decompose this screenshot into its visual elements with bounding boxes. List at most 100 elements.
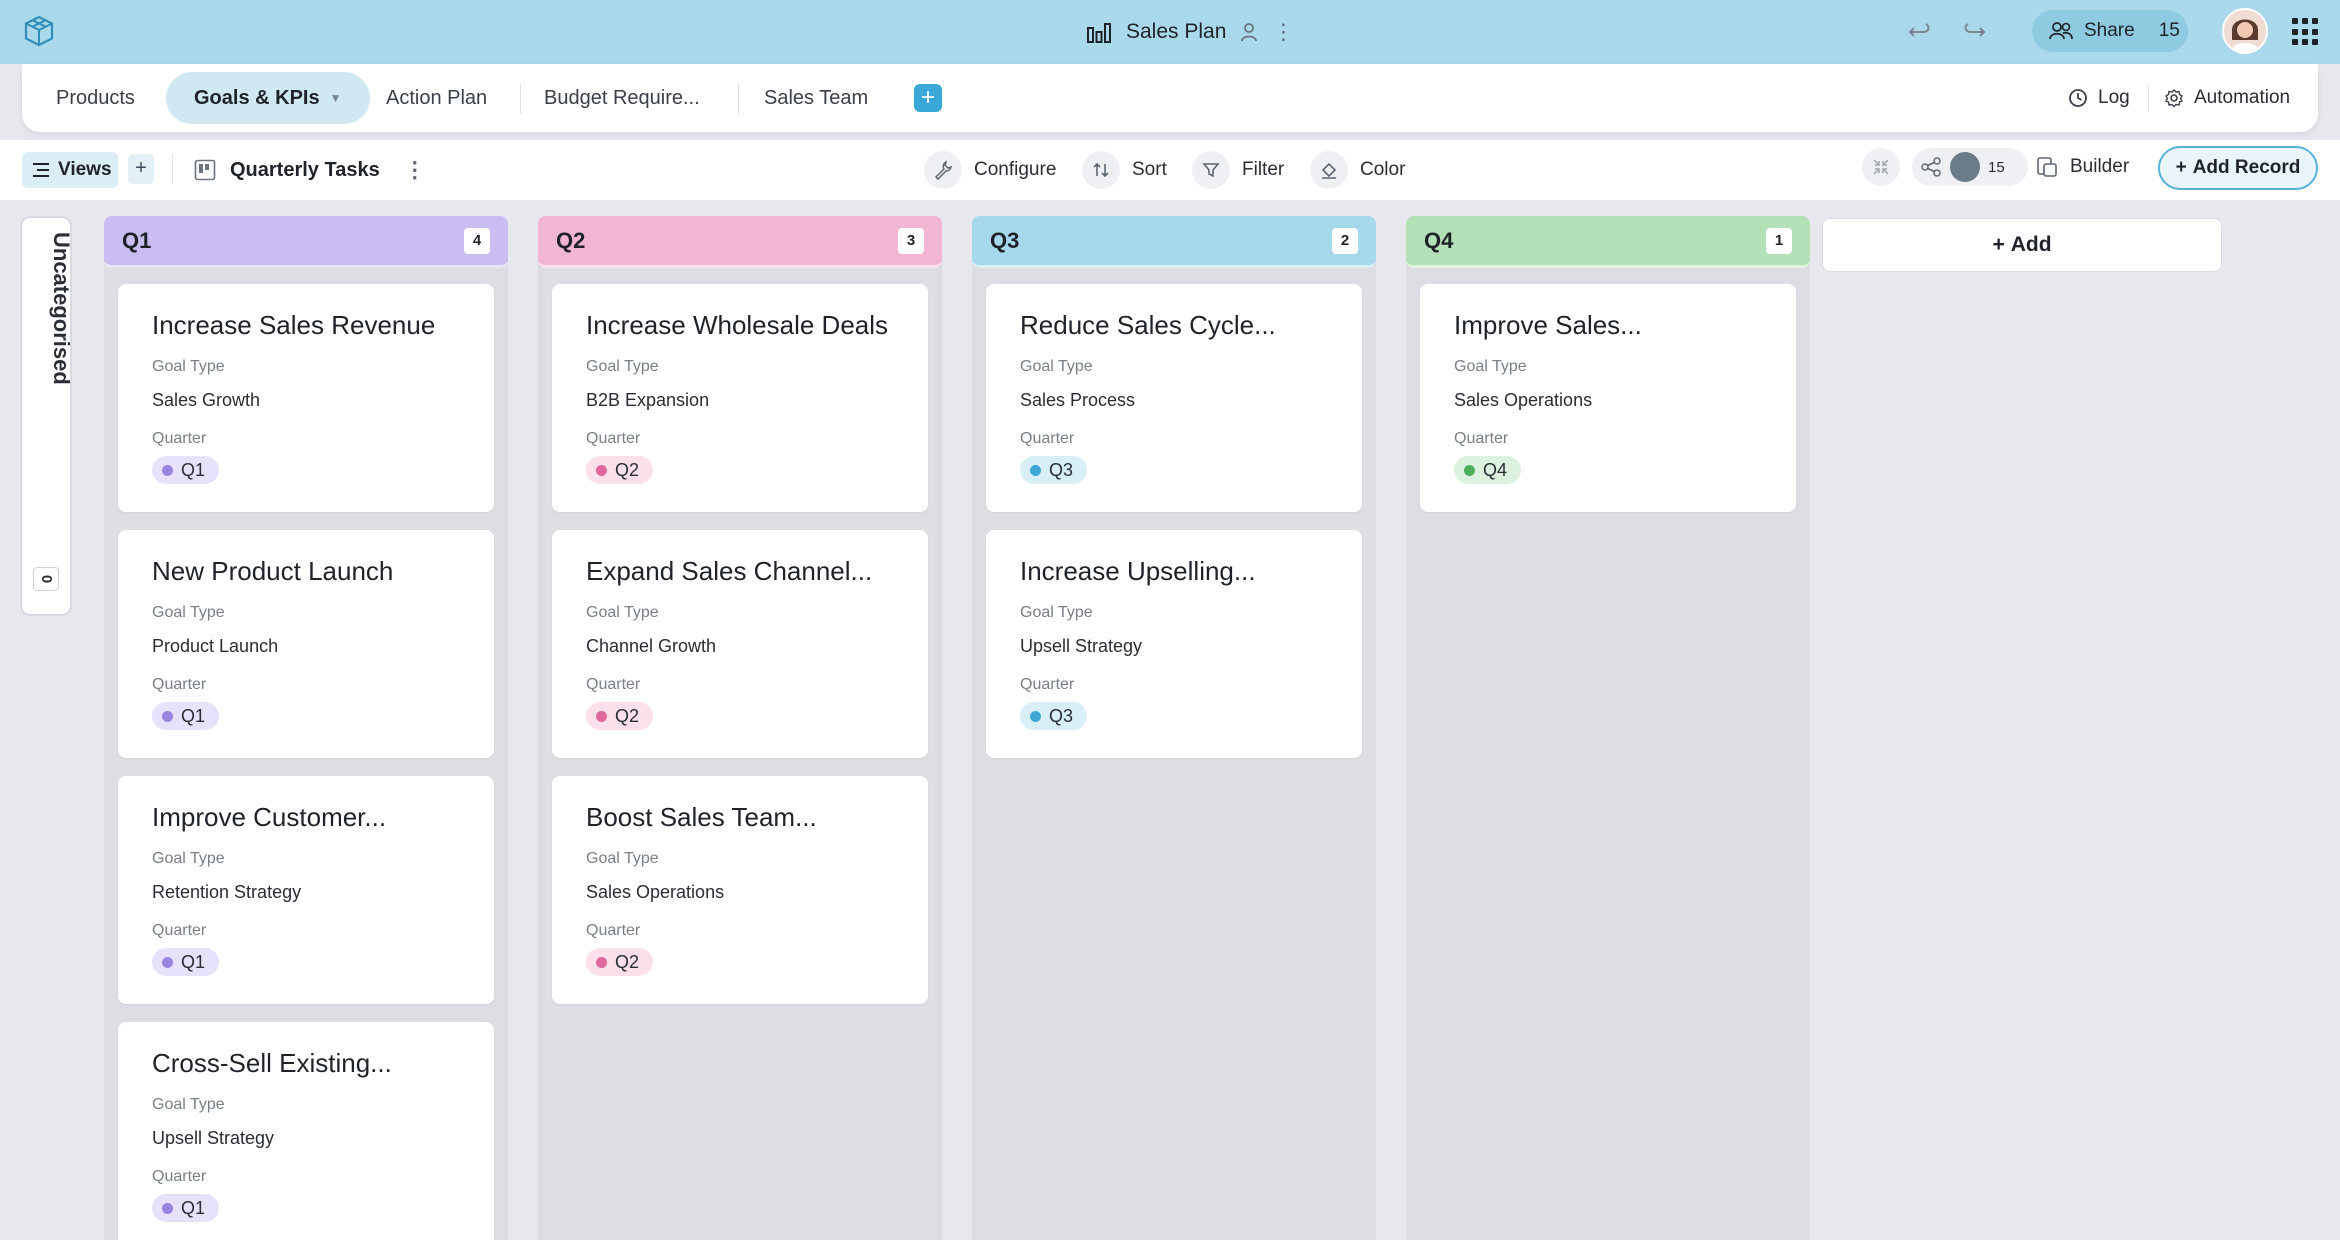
record-card[interactable]: Boost Sales Team... Goal Type Sales Operat…: [552, 776, 928, 1004]
collaborators-button[interactable]: 15: [1912, 148, 2028, 186]
uncategorised-label: Uncategorised: [49, 232, 74, 385]
column-header[interactable]: Q4 1: [1406, 216, 1810, 268]
add-record-label: Add Record: [2192, 157, 2301, 178]
field-label-goal-type: Goal Type: [1020, 358, 1093, 375]
quarter-tag-label: Q1: [181, 459, 206, 480]
record-card[interactable]: Increase Upselling... Goal Type Upsell Str…: [986, 530, 1362, 758]
quarter-tag-label: Q1: [181, 951, 206, 972]
quarter-tag: Q2: [586, 948, 654, 976]
field-label-quarter: Quarter: [1020, 430, 1075, 447]
quarter-tag: Q4: [1454, 456, 1522, 484]
more-vertical-icon[interactable]: ⋮: [403, 157, 426, 182]
record-card[interactable]: New Product Launch Goal Type Product Launc…: [118, 530, 494, 758]
views-button[interactable]: Views: [22, 152, 118, 188]
card-title: New Product Launch: [152, 556, 394, 586]
field-label-quarter: Quarter: [152, 1168, 207, 1185]
quarter-tag-label: Q2: [615, 459, 640, 480]
filter-button[interactable]: Filter: [1192, 150, 1284, 190]
column-q4: Q4 1 Improve Sales... Goal Type Sales Operat…: [1406, 216, 1810, 1240]
record-card[interactable]: Expand Sales Channel... Goal Type Channel …: [552, 530, 928, 758]
filter-icon: [1192, 151, 1230, 189]
clock-icon: [2069, 89, 2087, 107]
tag-dot-icon: [1464, 464, 1475, 476]
column-header[interactable]: Q3 2: [972, 216, 1376, 268]
color-button[interactable]: Color: [1310, 150, 1405, 190]
field-label-goal-type: Goal Type: [586, 358, 659, 375]
app-logo-icon[interactable]: [22, 14, 56, 48]
sort-button[interactable]: Sort: [1082, 150, 1167, 190]
log-button[interactable]: Log: [2068, 72, 2130, 124]
menu-lines-icon: [33, 163, 49, 177]
record-card[interactable]: Increase Sales Revenue Goal Type Sales Gro…: [118, 284, 494, 512]
tab-action-plan[interactable]: Action Plan: [386, 72, 487, 124]
tab-products[interactable]: Products: [56, 72, 135, 124]
document-title[interactable]: Sales Plan: [1126, 20, 1227, 43]
tab-sales-team[interactable]: Sales Team: [764, 72, 868, 124]
automation-button[interactable]: Automation: [2164, 72, 2290, 124]
field-value-goal-type: Upsell Strategy: [1020, 636, 1143, 656]
uncategorised-column[interactable]: Uncategorised: [20, 216, 74, 616]
sort-arrows-icon: [1082, 151, 1120, 189]
column-q2: Q2 3 Increase Wholesale Deals Goal Type B2B …: [538, 216, 942, 1240]
field-label-goal-type: Goal Type: [152, 604, 225, 621]
add-column-button[interactable]: + Add: [1822, 218, 2222, 272]
configure-label: Configure: [974, 159, 1057, 180]
current-view[interactable]: Quarterly Tasks ⋮: [194, 152, 426, 188]
field-label-quarter: Quarter: [152, 922, 207, 939]
chevron-down-icon[interactable]: ▼: [329, 91, 342, 105]
field-label-goal-type: Goal Type: [1020, 604, 1093, 621]
column-header[interactable]: Q1 4: [104, 216, 508, 268]
field-label-goal-type: Goal Type: [152, 850, 225, 867]
add-record-button[interactable]: + Add Record: [2158, 146, 2318, 190]
avatar-portrait-icon: [2224, 10, 2266, 52]
column-name: Q2: [556, 227, 586, 253]
share-button[interactable]: Share 15: [2032, 10, 2188, 52]
card-title: Increase Upselling...: [1020, 556, 1256, 586]
builder-button[interactable]: Builder: [2036, 148, 2129, 186]
user-avatar[interactable]: [2222, 8, 2268, 54]
quarter-tag-label: Q1: [181, 1197, 206, 1218]
add-view-button[interactable]: +: [128, 154, 154, 184]
quarter-tag: Q1: [152, 456, 220, 484]
tab-divider: [520, 84, 521, 114]
card-title: Improve Customer...: [152, 802, 387, 832]
collapse-icon[interactable]: [1862, 148, 1900, 186]
sort-label: Sort: [1132, 159, 1167, 180]
column-count-badge: 2: [1332, 227, 1358, 254]
quarter-tag: Q2: [586, 456, 654, 484]
table-tab-bar: Products Goals & KPIs ▼ Action Plan Budg…: [22, 64, 2318, 132]
wrench-icon: [924, 151, 962, 189]
quarter-tag: Q1: [152, 948, 220, 976]
more-vertical-icon[interactable]: ⋮: [1272, 19, 1295, 44]
field-label-quarter: Quarter: [1454, 430, 1509, 447]
top-bar: Sales Plan ⋮ Share 15: [0, 0, 2340, 64]
record-card[interactable]: Improve Customer... Goal Type Retention St…: [118, 776, 494, 1004]
redo-icon[interactable]: [1958, 16, 1990, 48]
user-permission-icon[interactable]: [1240, 22, 1258, 42]
tab-goals-kpis[interactable]: Goals & KPIs ▼: [166, 72, 370, 124]
record-card[interactable]: Improve Sales... Goal Type Sales Operation…: [1420, 284, 1796, 512]
column-header[interactable]: Q2 3: [538, 216, 942, 268]
divider: [172, 154, 173, 184]
record-card[interactable]: Reduce Sales Cycle... Goal Type Sales Proc…: [986, 284, 1362, 512]
tag-dot-icon: [162, 710, 173, 722]
field-label-quarter: Quarter: [586, 922, 641, 939]
configure-button[interactable]: Configure: [924, 150, 1056, 190]
record-card[interactable]: Increase Wholesale Deals Goal Type B2B Exp…: [552, 284, 928, 512]
tab-budget-requirements[interactable]: Budget Require...: [544, 72, 700, 124]
tag-dot-icon: [162, 956, 173, 968]
document-title-group: Sales Plan ⋮: [1086, 14, 1294, 50]
apps-grid-icon[interactable]: [2292, 18, 2320, 46]
tag-dot-icon: [162, 1202, 173, 1214]
tab-label: Products: [56, 86, 135, 109]
field-value-goal-type: Retention Strategy: [152, 882, 302, 902]
tag-dot-icon: [596, 956, 607, 968]
field-label-quarter: Quarter: [586, 676, 641, 693]
builder-label: Builder: [2070, 156, 2130, 177]
share-nodes-icon: [1921, 157, 1941, 177]
add-table-button[interactable]: +: [914, 84, 942, 112]
card-title: Increase Wholesale Deals: [586, 310, 889, 340]
record-card[interactable]: Cross-Sell Existing... Goal Type Upsell St…: [118, 1022, 494, 1240]
undo-icon[interactable]: [1904, 16, 1936, 48]
column-name: Q4: [1424, 227, 1454, 253]
